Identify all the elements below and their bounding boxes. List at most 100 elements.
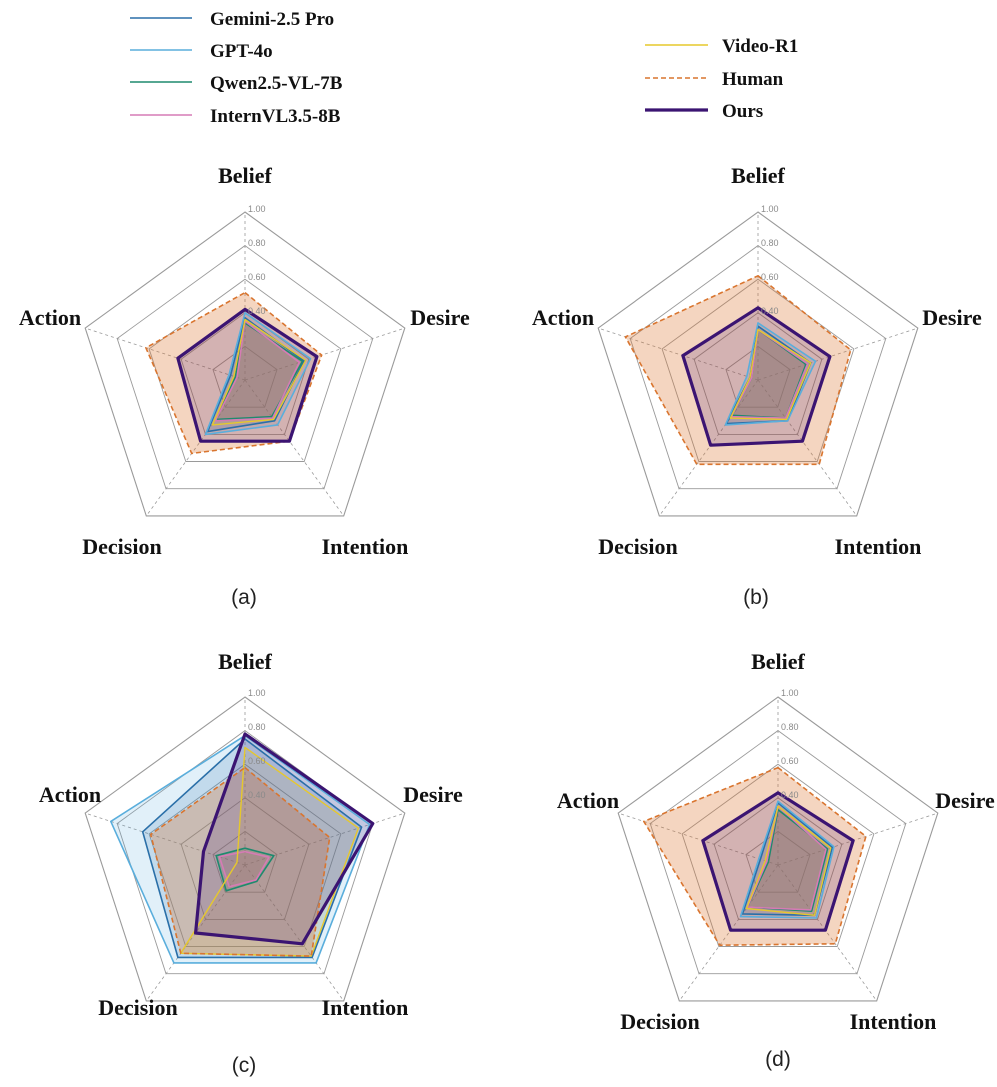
axis-label-decision: Decision [98,995,177,1020]
series-line-ours [681,306,832,447]
series-fill-human [150,767,330,957]
series-line-internvl3-5-8b [730,328,809,419]
radar-panel-b: 0.40 0.60 0.80 1.00 Belief Desire Intention Dec… [532,163,982,609]
grid-spoke [244,327,405,381]
series-line-video-r1 [729,328,812,421]
legend-label-qwen2-5-vl-7b: Qwen2.5-VL-7B [210,73,343,94]
grid-ring [212,830,278,893]
grid-ring [180,797,310,920]
legend-label-human: Human [722,69,784,90]
axis-label-action: Action [557,788,619,813]
series-line-human [624,274,852,466]
series-fill-qwen2-5-vl-7b [216,848,274,891]
grid-spoke [145,379,246,517]
series-fill-human [625,275,851,465]
tick-label: 0.80 [781,722,799,732]
axis-label-belief: Belief [731,163,785,188]
series-line-gpt-4o [204,311,312,436]
series-fill-gpt-4o [205,312,311,435]
panel-label: (a) [231,586,257,609]
axis-label-desire: Desire [922,305,982,330]
series-fill-gemini-2-5-pro [726,326,811,424]
grid-ring [725,345,791,408]
radar-panel-c: 0.40 0.60 0.80 1.00 Belief Desire Intention Dec… [39,649,463,1077]
grid-ring [661,278,855,462]
axis-label-belief: Belief [218,649,272,674]
panel-label: (d) [765,1048,791,1071]
grid-spoke [678,864,779,1002]
tick-label: 0.40 [248,306,266,316]
tick-label: 1.00 [781,688,799,698]
tick-label: 0.40 [761,306,779,316]
series-line-human [145,291,323,455]
series-fill-qwen2-5-vl-7b [747,809,828,912]
grid-spoke [777,812,938,866]
axis-label-decision: Decision [82,534,161,559]
tick-label: 1.00 [248,688,266,698]
series-fill-internvl3-5-8b [215,321,300,421]
grid-ring [617,696,939,1002]
grid-spoke [757,379,858,517]
series-line-internvl3-5-8b [214,320,301,422]
grid-spoke [85,327,246,381]
tick-label: 0.60 [761,272,779,282]
tick-label: 0.60 [248,756,266,766]
axis-label-desire: Desire [403,782,463,807]
grid-spoke [244,864,345,1002]
grid-ring [693,312,823,435]
grid-spoke [658,379,759,517]
radar-panel-d: 0.40 0.60 0.80 1.00 Belief Desire Intention Dec… [557,649,995,1071]
series-line-video-r1 [211,318,307,426]
grid-ring [84,211,406,517]
grid-spoke [244,812,405,866]
radar-panel-a: 0.40 0.60 0.80 1.00 Belief Desire Intention Dec… [19,163,470,609]
series-fill-video-r1 [746,806,831,916]
series-line-gpt-4o [724,322,817,426]
series-line-gemini-2-5-pro [141,738,363,959]
grid-ring [649,730,907,975]
series-fill-video-r1 [180,747,359,957]
tick-label: 1.00 [761,204,779,214]
axis-label-desire: Desire [935,788,995,813]
series-line-ours [194,732,375,946]
axis-label-intention: Intention [322,534,409,559]
tick-label: 0.80 [248,238,266,248]
axis-label-action: Action [532,305,594,330]
tick-label: 0.80 [248,722,266,732]
series-fill-ours [682,307,830,446]
axis-label-intention: Intention [850,1009,937,1034]
legend-label-internvl3-5-8b: InternVL3.5-8B [210,106,341,127]
axis-label-action: Action [39,782,101,807]
series-line-ours [701,791,855,932]
axis-label-desire: Desire [410,305,470,330]
series-line-human [642,766,867,947]
series-line-video-r1 [180,746,360,957]
series-line-internvl3-5-8b [218,850,270,888]
axis-label-intention: Intention [322,995,409,1020]
axis-label-decision: Decision [620,1009,699,1034]
tick-label: 0.40 [781,790,799,800]
axis-label-belief: Belief [751,649,805,674]
series-line-human [149,766,331,957]
series-line-gpt-4o [110,734,371,964]
legend-label-ours: Ours [722,101,763,122]
panel-label: (b) [743,586,769,609]
grid-spoke [244,379,345,517]
grid-ring [84,696,406,1002]
grid-spoke [757,327,918,381]
tick-label: 1.00 [248,204,266,214]
series-line-gemini-2-5-pro [741,801,834,917]
axis-label-intention: Intention [835,534,922,559]
legend-label-gpt-4o: GPT-4o [210,41,273,62]
grid-ring [597,211,919,517]
series-line-qwen2-5-vl-7b [215,847,275,892]
grid-ring [180,312,310,435]
grid-ring [681,763,875,947]
series-fill-ours [177,309,317,442]
grid-ring [212,345,278,408]
grid-ring [745,830,811,893]
panel-label: (c) [232,1054,257,1077]
axis-label-action: Action [19,305,81,330]
series-line-gpt-4o [739,800,835,919]
